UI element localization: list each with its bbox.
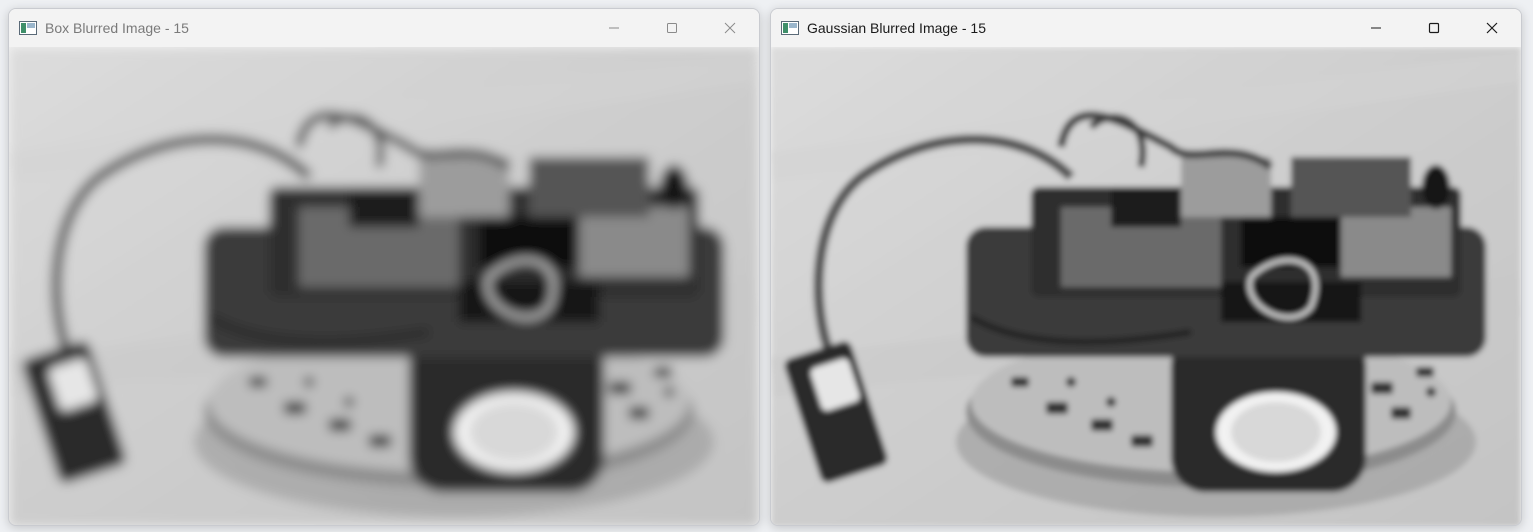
title-bar[interactable]: Box Blurred Image - 15 — [9, 9, 759, 47]
window-title: Gaussian Blurred Image - 15 — [807, 20, 986, 36]
minimize-icon — [1371, 27, 1381, 29]
minimize-icon — [609, 27, 619, 29]
window-controls — [585, 9, 759, 47]
close-button[interactable] — [701, 9, 759, 47]
minimize-button[interactable] — [1347, 9, 1405, 47]
close-icon — [724, 22, 736, 34]
maximize-icon — [1428, 22, 1440, 34]
minimize-button[interactable] — [585, 9, 643, 47]
close-button[interactable] — [1463, 9, 1521, 47]
box-blurred-image — [9, 47, 759, 525]
gaussian-blurred-image — [771, 47, 1521, 525]
app-icon — [781, 21, 799, 35]
window-title: Box Blurred Image - 15 — [45, 20, 189, 36]
maximize-icon — [667, 23, 677, 33]
maximize-button[interactable] — [643, 9, 701, 47]
window-controls — [1347, 9, 1521, 47]
box-blur-window[interactable]: Box Blurred Image - 15 — [8, 8, 760, 526]
app-icon — [19, 21, 37, 35]
gaussian-blur-window[interactable]: Gaussian Blurred Image - 15 — [770, 8, 1522, 526]
title-bar[interactable]: Gaussian Blurred Image - 15 — [771, 9, 1521, 47]
close-icon — [1486, 22, 1498, 34]
maximize-button[interactable] — [1405, 9, 1463, 47]
